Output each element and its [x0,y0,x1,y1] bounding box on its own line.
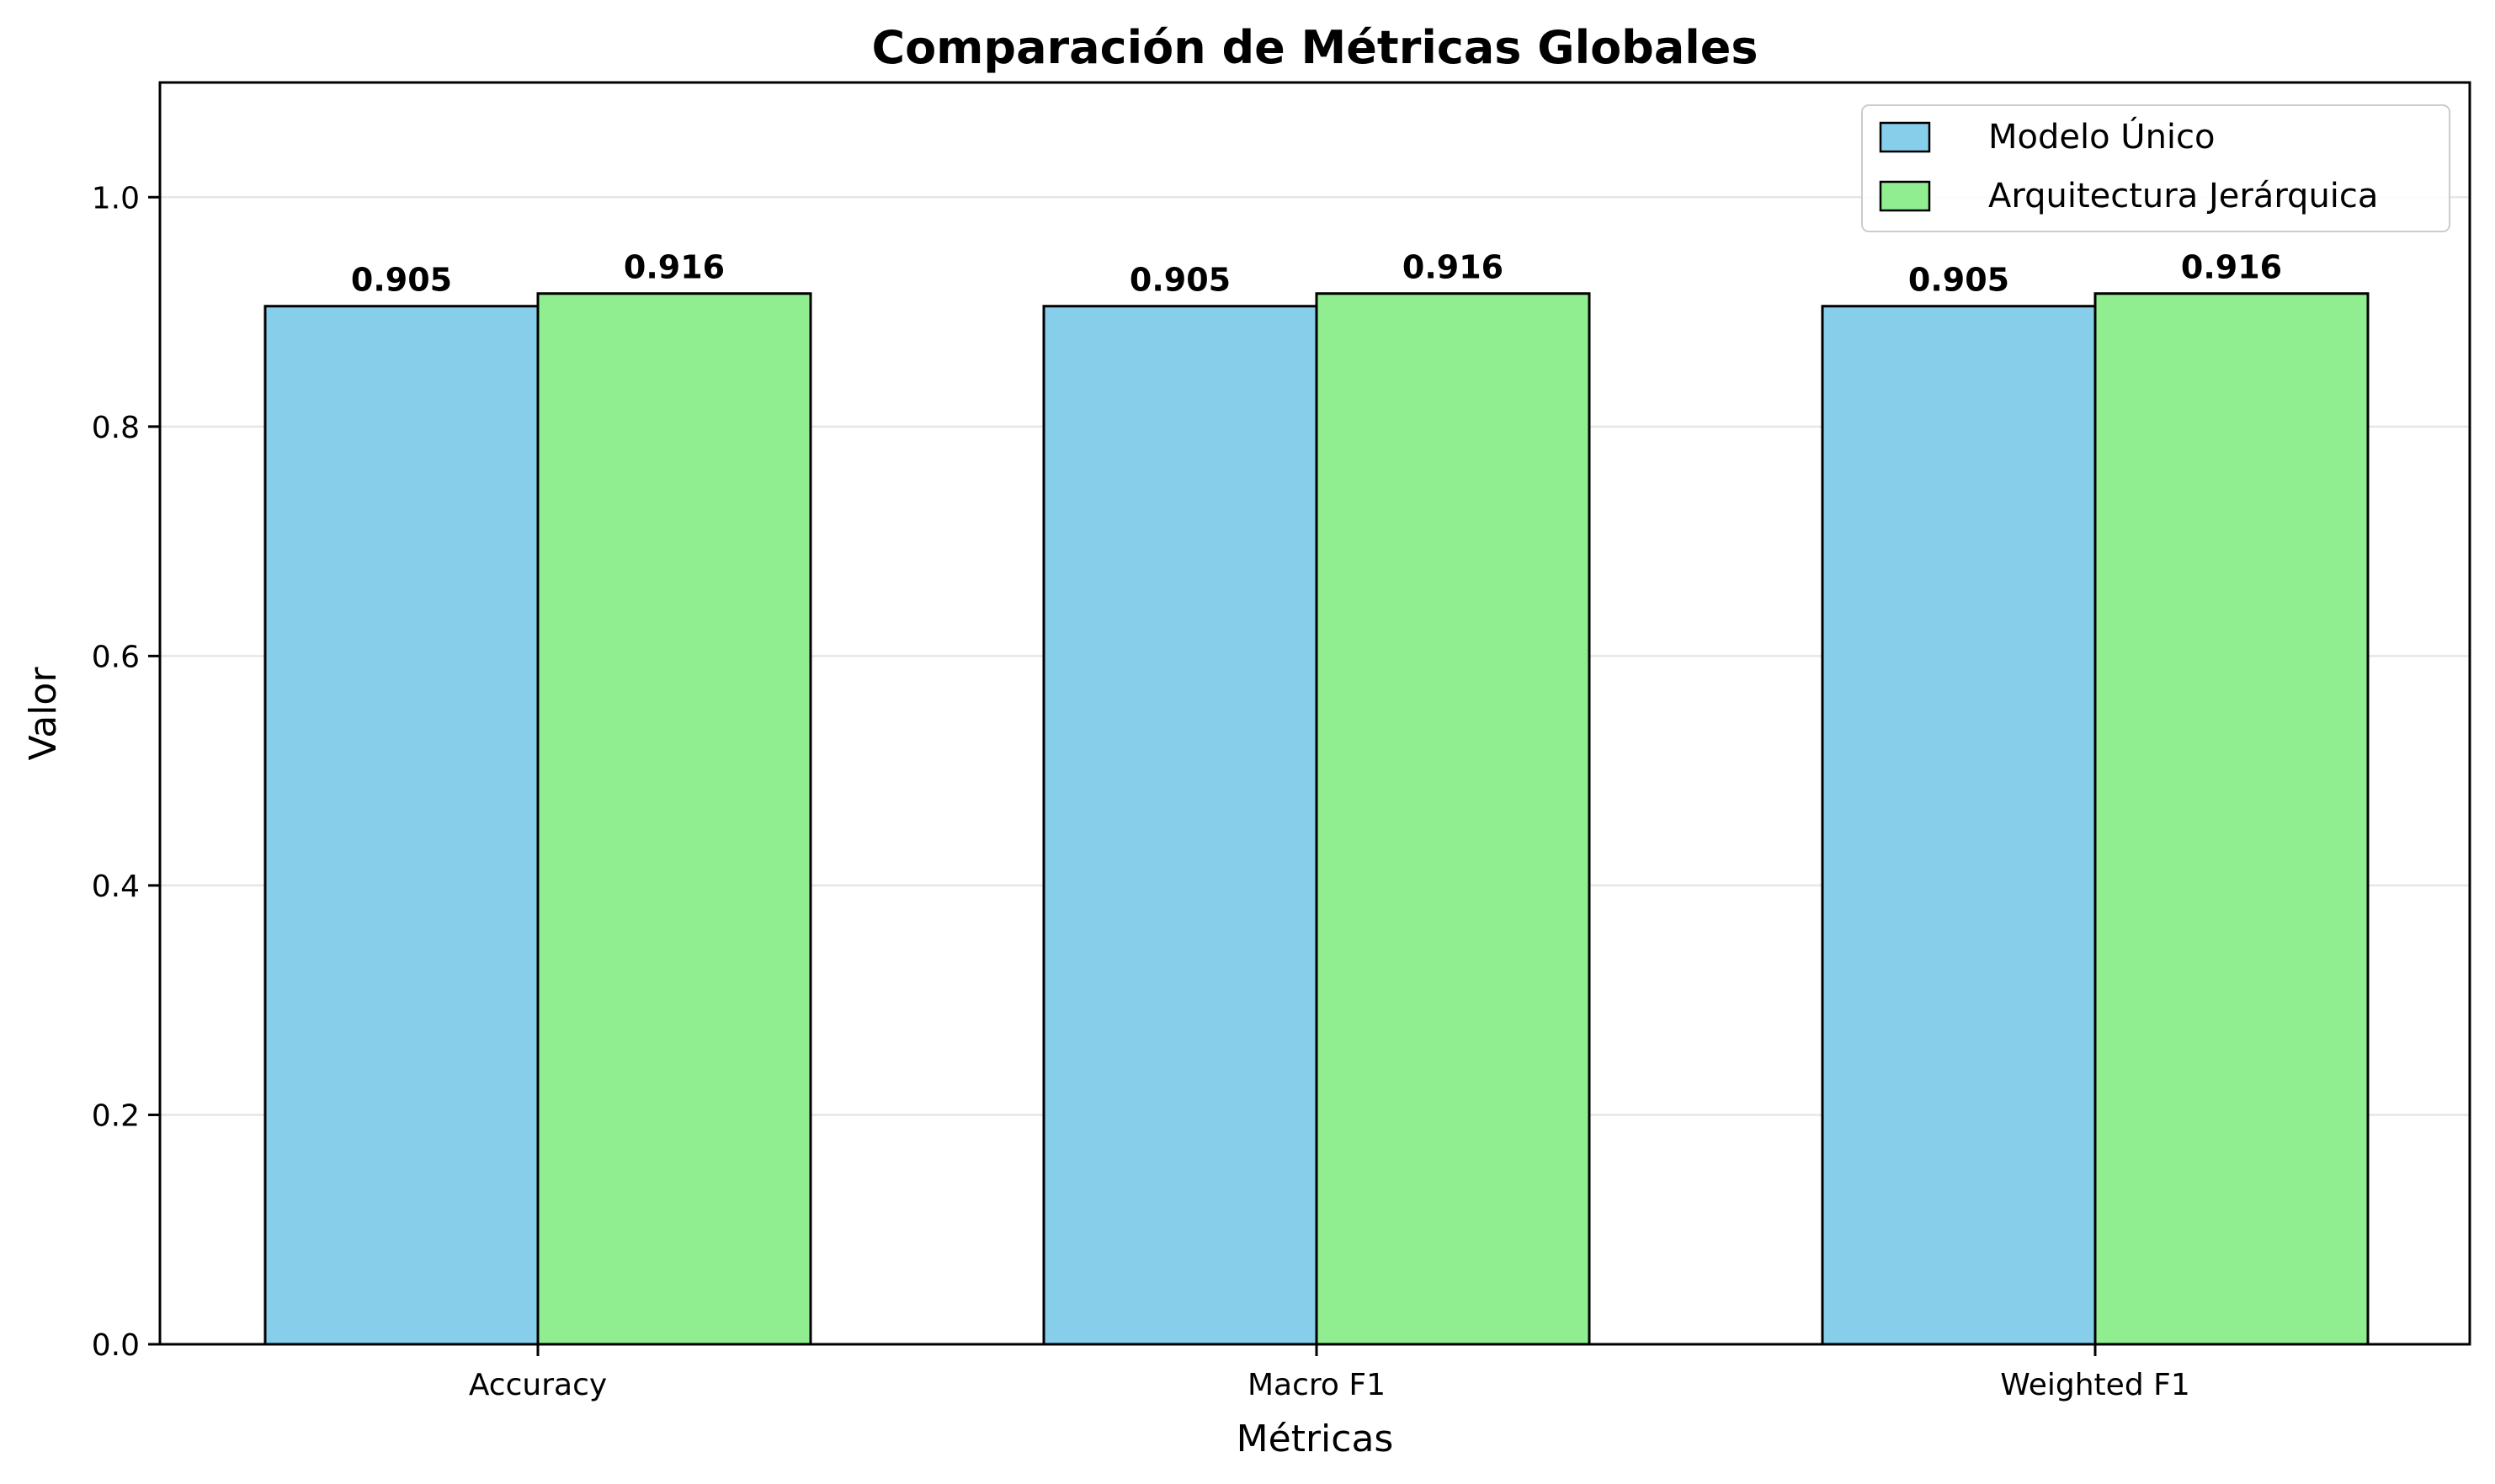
bar-value-label: 0.905 [1130,262,1231,299]
legend-box [1861,104,2450,232]
y-tick-label: 0.8 [92,411,140,445]
legend-label-arquitectura-jerarquica: Arquitectura Jerárquica [1988,177,2378,215]
bar-arquitectura-jerarquica [1315,292,1591,1346]
x-tick-label: Macro F1 [1248,1368,1386,1402]
bar-value-label: 0.916 [2181,249,2282,286]
bar-modelo-unico [1821,305,2097,1346]
x-tick-label: Accuracy [469,1368,607,1402]
y-tick-label: 0.0 [92,1328,140,1363]
y-axis-label: Valor [22,667,65,761]
y-tick-label: 1.0 [92,181,140,215]
data-labels: 0.905 0.916 0.905 0.916 0.905 0.916 [351,249,2282,299]
y-tick-label: 0.2 [92,1098,140,1133]
bar-arquitectura-jerarquica [2093,292,2370,1346]
plot-frame [158,81,2471,1346]
legend-swatch-arquitectura-jerarquica [1879,180,1931,212]
bar-modelo-unico [1042,305,1318,1346]
y-tick-label: 0.6 [92,640,140,674]
bars [263,292,2370,1346]
legend-label-modelo-unico: Modelo Único [1988,116,2216,157]
bar-arquitectura-jerarquica [536,292,812,1346]
x-tick-label: Weighted F1 [2000,1368,2189,1402]
chart-title: Comparación de Métricas Globales [871,21,1758,74]
bar-modelo-unico [263,305,540,1346]
x-axis-label: Métricas [1237,1418,1394,1460]
legend: Modelo Único Arquitectura Jerárquica [1861,104,2450,232]
bar-value-label: 0.916 [1402,249,1503,286]
bar-value-label: 0.905 [351,262,452,299]
axis-ticks: 0.0 0.2 0.4 0.6 0.8 1.0 Accuracy Macro F1 Weight… [92,181,2190,1402]
legend-swatch-modelo-unico [1879,121,1931,153]
bar-value-label: 0.916 [624,249,725,286]
bar-value-label: 0.905 [1908,262,2009,299]
y-tick-label: 0.4 [92,870,140,904]
